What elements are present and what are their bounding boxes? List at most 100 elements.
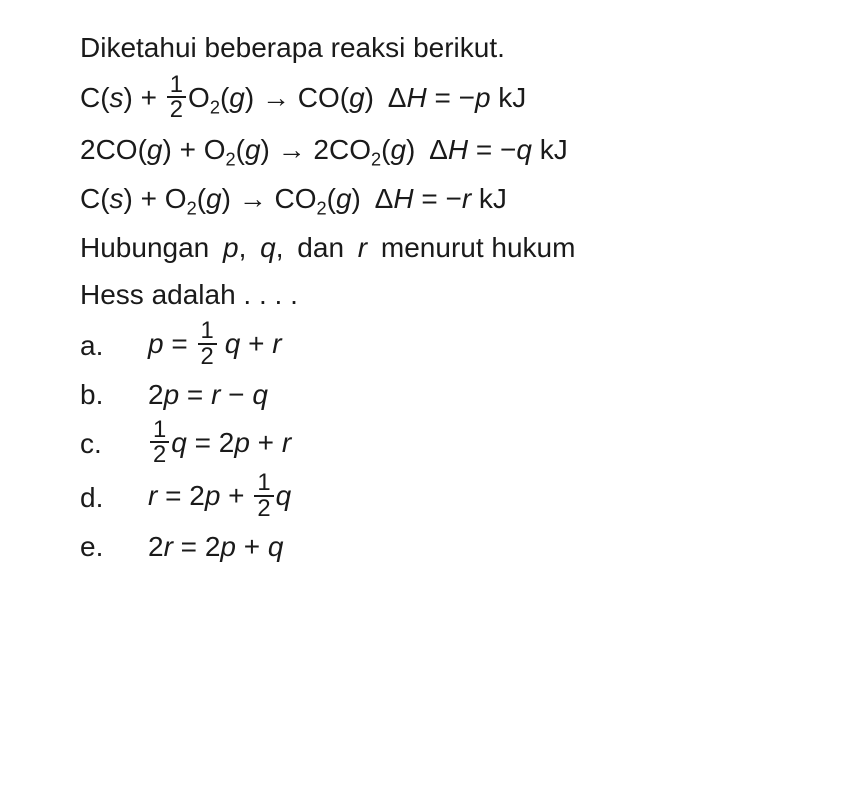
- c-eq: = 2: [187, 427, 234, 458]
- options-list: a. p = 12q + r b. 2p = r − q c. 12q = 2p…: [80, 321, 814, 567]
- var-r: r: [358, 232, 367, 263]
- a-r: r: [272, 329, 281, 360]
- arrow-right-icon: →: [239, 183, 275, 214]
- r3-co2: CO: [274, 183, 316, 214]
- r3-eq: = −: [414, 183, 462, 214]
- r2-p2: ): [261, 134, 270, 165]
- r1-lhs: C(s) + 12O2(g): [80, 82, 262, 113]
- e-q: q: [268, 531, 284, 562]
- r3-rhs: CO2(g): [274, 183, 368, 214]
- option-e-expr: 2r = 2p + q: [148, 527, 283, 568]
- delta-icon: Δ: [375, 183, 394, 214]
- option-d-expr: r = 2p + 12q: [148, 473, 291, 523]
- r1-g: g: [229, 82, 245, 113]
- arrow: →: [239, 183, 267, 214]
- r2-sub2: 2: [371, 150, 381, 170]
- e-plus: +: [236, 531, 268, 562]
- r1-s: s: [110, 82, 124, 113]
- r1-H: H: [406, 82, 426, 113]
- r1-rhs: CO(g): [298, 82, 382, 113]
- r3-enthalpy: ΔH = −r kJ: [369, 183, 507, 214]
- option-c-expr: 12q = 2p + r: [148, 420, 291, 470]
- d-p: p: [205, 480, 221, 511]
- r3-lhs: C(s) + O2(g): [80, 183, 239, 214]
- d-q: q: [276, 480, 292, 511]
- r3-o: ) + O: [124, 183, 187, 214]
- delta-icon: Δ: [429, 134, 448, 165]
- r2-2co: 2CO(: [80, 134, 147, 165]
- reaction-2: 2CO(g) + O2(g) → 2CO2(g) ΔH = −q kJ: [80, 130, 814, 173]
- frac-num: 1: [254, 471, 273, 495]
- r1-p2: ): [245, 82, 254, 113]
- b-eq: =: [179, 379, 211, 410]
- r2-o: ) + O: [162, 134, 225, 165]
- r3-g: g: [206, 183, 222, 214]
- r2-q: q: [516, 134, 532, 165]
- frac-num: 1: [198, 319, 217, 343]
- r1-o: O: [188, 82, 210, 113]
- b-q: q: [252, 379, 268, 410]
- var-q: q: [260, 232, 276, 263]
- frac-den: 2: [150, 441, 169, 467]
- fraction-half-icon: 12: [254, 471, 273, 521]
- option-b: b. 2p = r − q: [80, 375, 814, 416]
- option-label: a.: [80, 326, 148, 367]
- r1-c: C(: [80, 82, 110, 113]
- e-r: r: [164, 531, 173, 562]
- a-eq: =: [164, 329, 196, 360]
- r3-g2: g: [336, 183, 352, 214]
- option-label: e.: [80, 527, 148, 568]
- reaction-3: C(s) + O2(g) → CO2(g) ΔH = −r kJ: [80, 179, 814, 222]
- b-p: p: [164, 379, 180, 410]
- frac-den: 2: [254, 495, 273, 521]
- e-eq: = 2: [173, 531, 220, 562]
- q2: dan: [297, 232, 344, 263]
- arrow-right-icon: →: [262, 82, 298, 113]
- d-r: r: [148, 480, 157, 511]
- r2-p4: ): [406, 134, 415, 165]
- intro-text: Diketahui beberapa reaksi berikut.: [80, 28, 814, 69]
- r1-p1: (: [220, 82, 229, 113]
- c-r: r: [282, 427, 291, 458]
- question-line-2: Hess adalah . . . .: [80, 275, 814, 316]
- d-plus: +: [220, 480, 252, 511]
- arrow-right-icon: →: [278, 134, 314, 165]
- r3-r: r: [462, 183, 471, 214]
- option-a: a. p = 12q + r: [80, 321, 814, 371]
- a-q: q: [225, 329, 241, 360]
- var-p: p: [223, 232, 239, 263]
- option-label: d.: [80, 478, 148, 519]
- r2-kj: kJ: [532, 134, 568, 165]
- b-minus: −: [220, 379, 252, 410]
- r2-2co2: 2CO: [313, 134, 371, 165]
- r2-lhs: 2CO(g) + O2(g): [80, 134, 278, 165]
- r1-co: CO(: [298, 82, 349, 113]
- option-a-expr: p = 12q + r: [148, 321, 282, 371]
- r2-enthalpy: ΔH = −q kJ: [423, 134, 568, 165]
- a-plus: +: [240, 329, 272, 360]
- r3-c: C(: [80, 183, 110, 214]
- option-d: d. r = 2p + 12q: [80, 473, 814, 523]
- r3-sub: 2: [187, 199, 197, 219]
- option-b-expr: 2p = r − q: [148, 375, 268, 416]
- arrow: →: [262, 82, 290, 113]
- r2-sub: 2: [226, 150, 236, 170]
- r1-plus: ) +: [124, 82, 165, 113]
- frac-den: 2: [167, 96, 186, 122]
- question-line-1: Hubungan p, q, dan r menurut hukum: [80, 228, 814, 269]
- option-label: b.: [80, 375, 148, 416]
- fraction-half-icon: 12: [167, 73, 186, 123]
- option-c: c. 12q = 2p + r: [80, 420, 814, 470]
- c-p: p: [234, 427, 250, 458]
- r1-p3: ): [365, 82, 374, 113]
- r1-sub: 2: [210, 97, 220, 117]
- a-lhs: p: [148, 329, 164, 360]
- r3-p4: ): [352, 183, 361, 214]
- problem-page: Diketahui beberapa reaksi berikut. C(s) …: [0, 0, 854, 786]
- r2-g2: g: [245, 134, 261, 165]
- arrow: →: [278, 134, 306, 165]
- r3-p1: (: [197, 183, 206, 214]
- r1-g2: g: [349, 82, 365, 113]
- fraction-half-icon: 12: [150, 418, 169, 468]
- r3-kj: kJ: [471, 183, 507, 214]
